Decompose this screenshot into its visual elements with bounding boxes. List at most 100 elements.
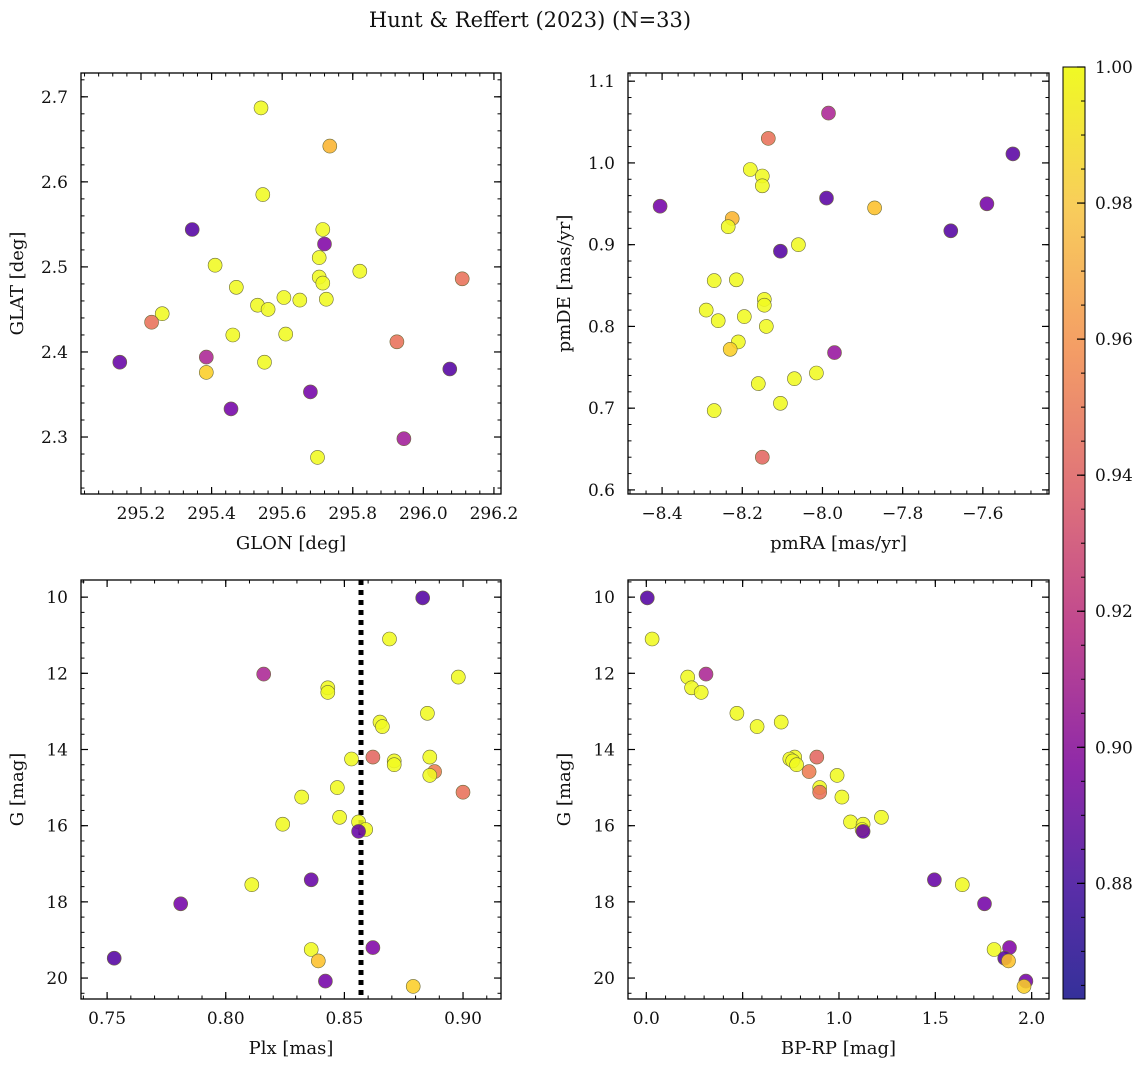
y-tick-label: 18 <box>46 893 68 913</box>
panel-bottom-right: 0.0 0.5 1.0 1.5 2.0 10 12 14 16 18 20 BP-RP [mag] G … <box>554 579 1050 1059</box>
data-point <box>244 877 260 893</box>
x-tick-label: 0.90 <box>444 1009 482 1029</box>
data-point <box>760 131 776 146</box>
data-point <box>405 979 421 994</box>
data-point <box>652 198 668 214</box>
y-tick-label: 2.6 <box>41 173 68 193</box>
y-tick-label: 0.7 <box>588 399 615 419</box>
colorbar: 0.88 0.90 0.92 0.94 0.96 0.98 1.00 <box>1062 58 1133 1000</box>
colorbar-tick-label: 0.92 <box>1095 602 1133 622</box>
y-tick-label: 10 <box>46 588 68 608</box>
y-tick-label: 18 <box>593 893 615 913</box>
data-point <box>275 816 291 832</box>
data-point <box>809 749 825 765</box>
y-axis-label: GLAT [deg] <box>7 232 28 336</box>
data-point <box>787 371 802 387</box>
data-point <box>303 384 318 400</box>
data-point <box>329 780 345 795</box>
x-tick-label: 0.5 <box>729 1009 756 1029</box>
data-point <box>1016 979 1032 994</box>
data-point <box>821 105 836 121</box>
data-point <box>827 345 842 360</box>
data-point <box>386 757 402 773</box>
data-point <box>698 302 714 318</box>
data-point <box>310 953 326 969</box>
data-point <box>742 162 758 177</box>
y-tick-label: 2.7 <box>41 88 68 108</box>
data-point <box>855 824 871 839</box>
data-point <box>365 940 381 955</box>
data-point <box>819 190 834 206</box>
data-point <box>207 257 223 273</box>
data-point <box>977 896 992 912</box>
data-point <box>789 757 804 773</box>
data-point <box>943 223 959 239</box>
data-point <box>693 685 709 700</box>
colorbar-tick-label: 0.88 <box>1095 874 1133 894</box>
data-point <box>829 768 845 783</box>
x-axis-label: BP-RP [mag] <box>781 1038 896 1059</box>
data-point <box>454 271 470 287</box>
data-point <box>229 279 244 295</box>
data-point <box>986 942 1002 957</box>
y-tick-label: 2.4 <box>41 343 68 363</box>
data-point <box>256 666 272 682</box>
data-point <box>1001 953 1016 969</box>
y-axis-label: G [mag] <box>7 753 28 826</box>
data-point <box>365 749 381 765</box>
data-point <box>320 685 336 700</box>
data-point <box>927 872 942 888</box>
x-tick-label: −7.8 <box>882 504 923 524</box>
panel-top-right: −8.4 −8.2 −8.0 −7.8 −7.6 0.6 0.7 0.8 0.9 1.0 1.1 pm… <box>554 72 1050 554</box>
data-point <box>698 666 714 682</box>
panels: 295.2 295.4 295.6 295.8 296.0 296.2 2.3 2.4 2.5 2… <box>7 72 1050 1059</box>
data-point <box>154 306 170 322</box>
data-point <box>294 789 310 805</box>
y-tick-label: 2.3 <box>41 428 68 448</box>
data-point <box>722 341 738 357</box>
data-point <box>318 291 334 307</box>
data-point <box>257 354 272 370</box>
data-point <box>318 973 333 989</box>
data-point <box>106 950 122 966</box>
data-point <box>303 942 319 957</box>
data-point <box>754 449 770 465</box>
data-point <box>389 334 405 350</box>
data-point <box>750 376 766 391</box>
data-point <box>199 365 214 380</box>
data-point <box>954 877 970 893</box>
data-point <box>351 824 366 839</box>
data-point <box>352 263 368 279</box>
data-point <box>639 590 655 606</box>
data-point <box>773 243 788 259</box>
data-point <box>173 896 188 912</box>
data-point <box>112 354 128 370</box>
y-tick-label: 16 <box>46 817 68 837</box>
y-axis-label: pmDE [mas/yr] <box>554 215 575 353</box>
x-tick-label: 0.0 <box>633 1009 660 1029</box>
colorbar-tick-label: 0.98 <box>1095 194 1133 214</box>
y-tick-label: 1.0 <box>588 154 615 174</box>
data-point <box>1005 146 1021 162</box>
x-tick-label: 0.85 <box>325 1009 363 1029</box>
y-tick-label: 0.8 <box>588 317 615 337</box>
data-point <box>729 705 745 721</box>
data-point <box>315 222 331 237</box>
colorbar-tick-label: 0.90 <box>1095 738 1133 758</box>
y-tick-label: 2.5 <box>41 258 68 278</box>
data-point <box>276 290 292 305</box>
y-tick-label: 16 <box>593 817 615 837</box>
data-point <box>801 764 817 779</box>
data-point <box>260 302 276 317</box>
x-tick-label: 1.0 <box>825 1009 852 1029</box>
x-tick-label: −8.0 <box>802 504 843 524</box>
data-point <box>754 178 770 194</box>
data-point <box>278 326 294 342</box>
x-tick-label: 295.4 <box>187 504 236 524</box>
data-point <box>199 349 214 365</box>
y-tick-label: 1.1 <box>588 72 615 92</box>
scatter-points <box>639 590 1034 994</box>
data-point <box>225 327 241 343</box>
scatter-points <box>112 100 470 465</box>
data-point <box>756 297 772 313</box>
